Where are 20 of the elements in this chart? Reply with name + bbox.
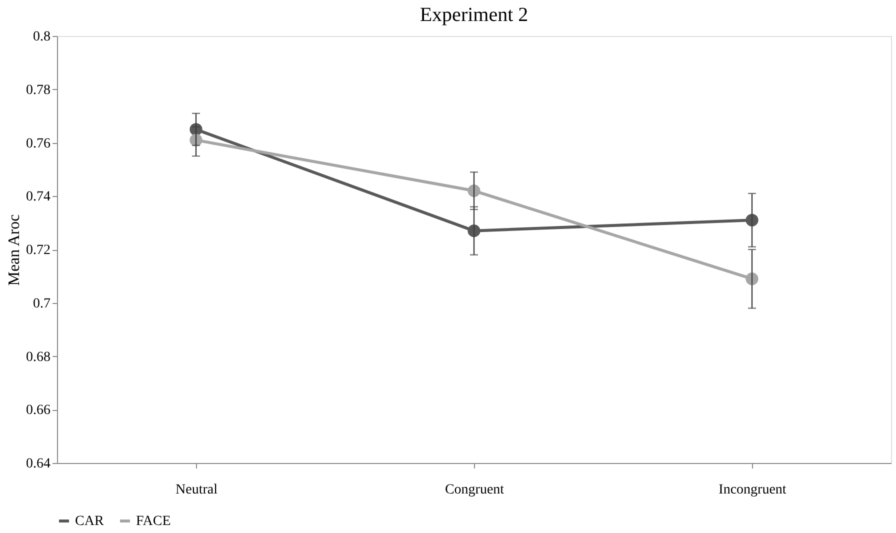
legend-label: CAR [75, 514, 104, 529]
y-tick-label: 0.76 [26, 136, 50, 152]
y-tick-label: 0.72 [26, 243, 50, 258]
y-tick-label: 0.64 [26, 456, 50, 472]
x-tick-label: Neutral [176, 482, 218, 498]
chart-title: Experiment 2 [420, 4, 528, 26]
y-tick-label: 0.7 [33, 296, 50, 312]
y-tick-label: 0.78 [26, 82, 50, 98]
y-tick-label: 0.68 [26, 350, 50, 365]
legend-label: FACE [136, 514, 171, 529]
point [468, 184, 480, 198]
y-tick-label: 0.66 [26, 403, 50, 418]
point [746, 272, 758, 286]
point [468, 224, 480, 238]
y-tick-label: 0.74 [26, 190, 50, 205]
point [746, 214, 758, 226]
x-tick-label: Incongruent [718, 482, 786, 498]
y-axis-title: Mean Aroc [6, 214, 23, 286]
y-tick-label: 0.8 [33, 30, 50, 44]
x-tick-label: Congruent [444, 482, 504, 498]
